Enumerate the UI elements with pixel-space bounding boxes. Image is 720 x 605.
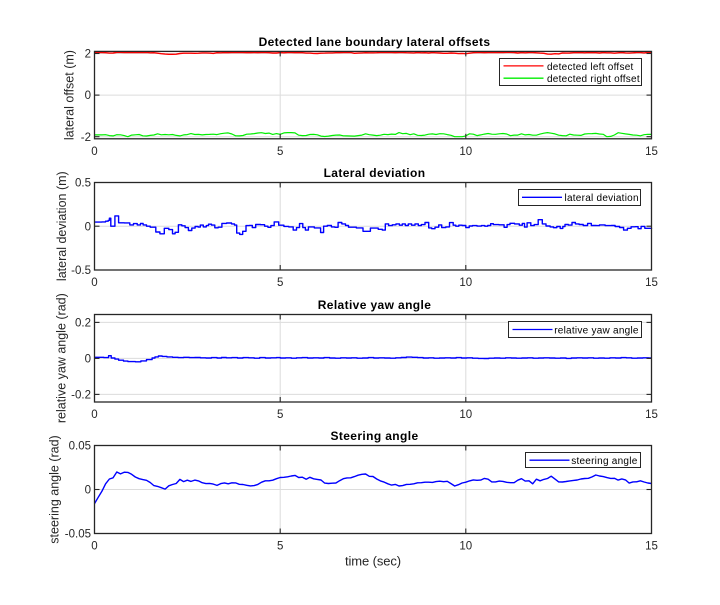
svg-text:lateral deviation (m): lateral deviation (m) <box>55 171 69 281</box>
svg-text:5: 5 <box>277 277 283 289</box>
svg-text:15: 15 <box>645 277 658 289</box>
svg-text:10: 10 <box>459 409 472 421</box>
svg-text:0.2: 0.2 <box>75 318 91 330</box>
svg-text:-2: -2 <box>81 132 91 144</box>
svg-text:relative yaw angle (rad): relative yaw angle (rad) <box>54 293 68 423</box>
svg-text:5: 5 <box>277 146 283 158</box>
svg-text:0: 0 <box>91 409 97 421</box>
svg-text:15: 15 <box>645 409 658 421</box>
svg-text:Steering angle: Steering angle <box>330 429 418 443</box>
svg-text:5: 5 <box>277 409 283 421</box>
svg-text:Relative yaw angle: Relative yaw angle <box>318 298 432 312</box>
svg-text:0: 0 <box>85 90 91 102</box>
svg-text:0.5: 0.5 <box>75 178 91 190</box>
svg-text:2: 2 <box>85 49 91 61</box>
svg-text:relative yaw angle: relative yaw angle <box>554 325 639 336</box>
svg-text:10: 10 <box>459 541 472 553</box>
svg-text:steering angle (rad): steering angle (rad) <box>47 435 61 543</box>
svg-text:0: 0 <box>85 485 91 497</box>
svg-text:-0.2: -0.2 <box>71 390 91 402</box>
svg-text:steering angle: steering angle <box>571 456 638 467</box>
svg-text:0: 0 <box>91 541 97 553</box>
svg-text:time (sec): time (sec) <box>345 554 401 569</box>
svg-text:0: 0 <box>91 277 97 289</box>
svg-text:10: 10 <box>459 146 472 158</box>
svg-text:0: 0 <box>85 354 91 366</box>
svg-text:0: 0 <box>85 221 91 233</box>
svg-text:0: 0 <box>91 146 97 158</box>
svg-text:0.05: 0.05 <box>69 441 91 453</box>
svg-text:detected left offset: detected left offset <box>547 62 634 73</box>
svg-text:detected right offset: detected right offset <box>547 74 640 85</box>
svg-text:15: 15 <box>645 146 658 158</box>
svg-text:5: 5 <box>277 541 283 553</box>
svg-text:Lateral deviation: Lateral deviation <box>324 166 426 180</box>
svg-text:lateral offset (m): lateral offset (m) <box>63 50 77 140</box>
svg-text:15: 15 <box>645 541 658 553</box>
svg-text:lateral deviation: lateral deviation <box>565 193 639 204</box>
svg-text:10: 10 <box>459 277 472 289</box>
svg-text:-0.05: -0.05 <box>65 529 91 541</box>
svg-text:Detected lane boundary lateral: Detected lane boundary lateral offsets <box>259 35 491 49</box>
svg-text:-0.5: -0.5 <box>71 265 91 277</box>
